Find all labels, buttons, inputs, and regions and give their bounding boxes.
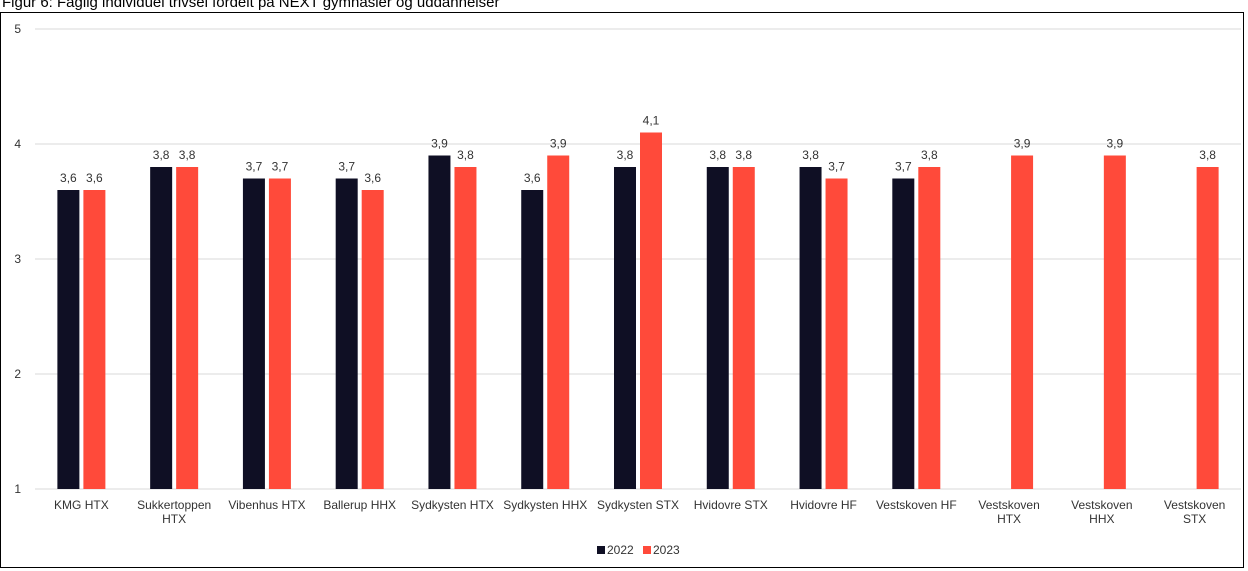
x-tick-label: Vestskoven HHX xyxy=(1071,498,1132,526)
data-label: 3,8 xyxy=(802,148,819,162)
data-label: 3,6 xyxy=(364,171,381,185)
y-tick-label: 4 xyxy=(14,137,21,151)
bar-2023 xyxy=(918,167,941,489)
bar-2023 xyxy=(825,178,848,489)
bar-2022 xyxy=(892,178,915,489)
bar-2023 xyxy=(83,190,106,489)
bar-2022 xyxy=(614,167,636,489)
bar-2022 xyxy=(799,167,822,489)
bar-2023 xyxy=(547,155,570,489)
data-label: 3,7 xyxy=(828,160,845,174)
data-label: 3,8 xyxy=(921,148,938,162)
bar-2023 xyxy=(176,167,199,489)
bar-2023 xyxy=(454,167,477,489)
legend-swatch xyxy=(643,546,651,554)
bar-2022 xyxy=(706,167,729,489)
data-label: 3,9 xyxy=(1014,137,1031,151)
y-tick-label: 2 xyxy=(14,367,21,381)
chart-frame: 1 2 3 4 5 3,6 3,6 KMG HTX 3,8 3,8 Sukkertoppen HTX 3… xyxy=(0,12,1244,568)
x-tick-label: Sukkertoppen HTX xyxy=(137,498,211,526)
bar-chart: 1 2 3 4 5 3,6 3,6 KMG HTX 3,8 3,8 Sukkertoppen HTX 3… xyxy=(14,22,1241,557)
x-tick-label: Sydkysten HHX xyxy=(503,498,587,512)
bar-2023 xyxy=(1196,167,1219,489)
bar-2022 xyxy=(521,190,544,489)
bar-2023 xyxy=(268,178,291,489)
legend-label: 2023 xyxy=(653,543,680,557)
x-tick-label: Sydkysten HTX xyxy=(411,498,494,512)
x-tick-label: Hvidovre HF xyxy=(790,498,857,512)
x-tick-label: Sydkysten STX xyxy=(597,498,679,512)
figure-title: Figur 6: Faglig individuel trivsel forde… xyxy=(2,0,500,11)
bar-2022 xyxy=(57,190,80,489)
data-label: 3,7 xyxy=(272,160,289,174)
data-label: 3,9 xyxy=(1107,137,1124,151)
bar-2023 xyxy=(1103,155,1126,489)
data-label: 3,7 xyxy=(895,160,912,174)
x-tick-label: Vestskoven HTX xyxy=(978,498,1039,526)
data-label: 3,8 xyxy=(735,148,752,162)
data-label: 3,9 xyxy=(431,137,448,151)
data-label: 3,8 xyxy=(153,148,170,162)
bar-2022 xyxy=(428,155,451,489)
bar-2022 xyxy=(150,167,173,489)
bar-2023 xyxy=(640,132,662,489)
bar-2023 xyxy=(361,190,384,489)
data-label: 3,8 xyxy=(709,148,726,162)
legend-swatch xyxy=(597,546,605,554)
data-label: 3,8 xyxy=(617,148,634,162)
data-label: 3,8 xyxy=(1199,148,1216,162)
bar-2022 xyxy=(335,178,358,489)
y-tick-label: 3 xyxy=(14,252,21,266)
data-label: 4,1 xyxy=(643,114,660,128)
data-label: 3,9 xyxy=(550,137,567,151)
x-tick-label: Vibenhus HTX xyxy=(228,498,305,512)
data-label: 3,7 xyxy=(338,160,355,174)
bar-2022 xyxy=(242,178,265,489)
data-label: 3,6 xyxy=(524,171,541,185)
x-tick-label: Vestskoven STX xyxy=(1164,498,1225,526)
data-label: 3,8 xyxy=(179,148,196,162)
bar-2023 xyxy=(732,167,755,489)
x-tick-label: Vestskoven HF xyxy=(876,498,957,512)
y-tick-label: 5 xyxy=(14,22,21,36)
legend-label: 2022 xyxy=(607,543,634,557)
x-tick-label: Ballerup HHX xyxy=(323,498,396,512)
data-label: 3,6 xyxy=(60,171,77,185)
bar-2023 xyxy=(1011,155,1034,489)
data-label: 3,8 xyxy=(457,148,474,162)
data-label: 3,7 xyxy=(246,160,263,174)
data-label: 3,6 xyxy=(86,171,103,185)
x-tick-label: KMG HTX xyxy=(54,498,109,512)
x-tick-label: Hvidovre STX xyxy=(694,498,768,512)
y-tick-label: 1 xyxy=(14,482,21,496)
